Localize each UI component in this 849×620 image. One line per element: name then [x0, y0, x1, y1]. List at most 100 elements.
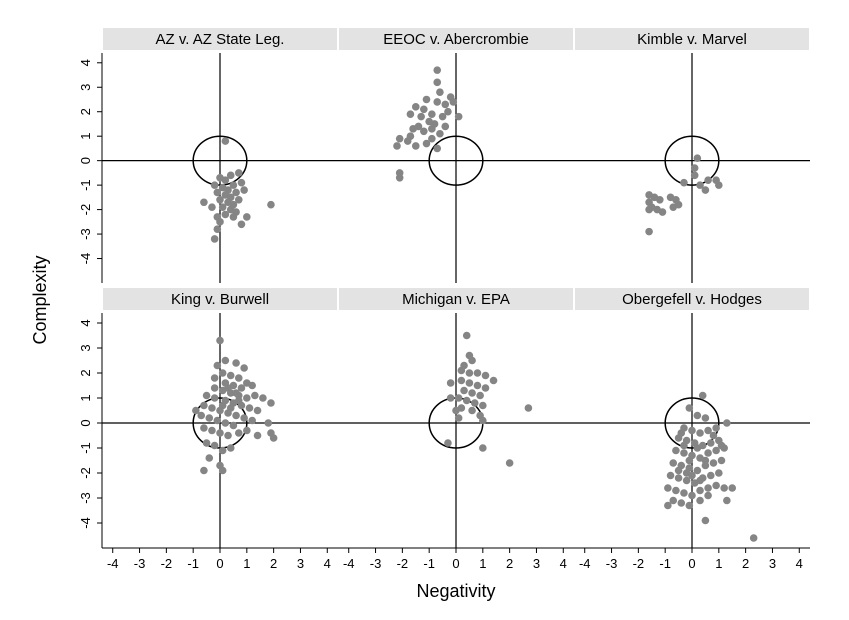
data-point [218, 369, 227, 377]
data-point [248, 381, 256, 390]
data-point [690, 171, 699, 180]
data-point [664, 501, 672, 510]
data-point [723, 419, 731, 427]
data-point [465, 369, 474, 377]
data-point [433, 98, 442, 106]
x-tick-label: 4 [560, 556, 567, 571]
data-point [253, 406, 262, 415]
data-point [205, 414, 214, 422]
panel-strip [339, 288, 573, 310]
data-point [712, 446, 720, 455]
panel-title: EEOC v. Abercrombie [383, 31, 529, 48]
data-point [210, 384, 219, 392]
data-point [267, 200, 275, 209]
data-point [240, 186, 248, 194]
data-point [200, 198, 208, 207]
data-point [685, 404, 694, 412]
x-tick-label: -4 [107, 556, 119, 571]
x-tick-label: -4 [343, 556, 355, 571]
data-point [479, 401, 487, 410]
data-point [690, 164, 699, 172]
data-point [674, 474, 683, 482]
data-point [237, 178, 246, 187]
x-tick-label: 1 [243, 556, 250, 571]
data-point [672, 446, 680, 455]
panel-title: AZ v. AZ State Leg. [156, 31, 285, 48]
data-point [723, 496, 731, 505]
data-point [216, 196, 224, 204]
data-point [457, 366, 466, 375]
data-point [224, 431, 232, 440]
y-tick-label: 2 [78, 369, 93, 376]
data-point [253, 431, 262, 440]
data-point [680, 489, 688, 497]
data-point [436, 88, 444, 96]
data-point [454, 394, 463, 402]
x-tick-label: 4 [796, 556, 803, 571]
data-point [709, 431, 718, 440]
data-point [468, 406, 476, 415]
data-point [226, 404, 235, 412]
data-point [208, 203, 216, 211]
data-point [481, 371, 490, 380]
data-point [452, 406, 460, 415]
y-tick-label: 0 [78, 157, 93, 164]
data-point [728, 484, 737, 492]
y-tick-label: -3 [78, 228, 93, 240]
data-point [715, 469, 723, 477]
x-tick-label: -2 [633, 556, 645, 571]
data-point [420, 105, 428, 114]
data-point [234, 196, 243, 204]
y-tick-label: 3 [78, 84, 93, 91]
y-tick-label: 3 [78, 344, 93, 351]
data-point [433, 144, 442, 153]
data-point [210, 181, 219, 189]
y-tick-label: -3 [78, 492, 93, 504]
data-point [698, 391, 707, 400]
data-point [706, 439, 715, 447]
data-point [669, 203, 678, 211]
data-point [460, 386, 468, 395]
data-point [693, 466, 702, 475]
data-point [462, 331, 471, 340]
data-point [210, 374, 219, 382]
data-point [232, 389, 240, 397]
data-point [267, 399, 275, 407]
data-point [417, 112, 425, 121]
data-point [422, 139, 431, 148]
x-tick-label: -4 [579, 556, 591, 571]
data-point [232, 411, 240, 420]
data-point [237, 384, 246, 392]
y-tick-label: -1 [78, 442, 93, 454]
data-point [704, 176, 712, 185]
data-point [712, 424, 720, 432]
data-point [454, 414, 463, 422]
y-tick-label: 4 [78, 319, 93, 326]
data-point [701, 186, 710, 194]
data-point [709, 459, 718, 467]
panel-strip [575, 28, 809, 50]
data-point [696, 496, 704, 505]
data-point [696, 429, 704, 437]
panel-strip [339, 28, 573, 50]
data-point [677, 429, 686, 437]
data-point [704, 426, 712, 435]
data-point [701, 456, 710, 465]
data-point [473, 369, 482, 377]
data-point [680, 178, 688, 187]
data-point [221, 210, 230, 219]
data-point [682, 476, 691, 485]
data-point [200, 466, 208, 475]
data-point [473, 381, 482, 390]
data-point [749, 534, 758, 542]
data-point [243, 394, 251, 402]
x-tick-label: 1 [715, 556, 722, 571]
data-point [221, 356, 230, 365]
data-point [200, 424, 208, 432]
data-point [224, 384, 232, 392]
data-point [259, 394, 267, 402]
data-point [666, 471, 675, 480]
data-point [414, 122, 423, 131]
data-point [269, 434, 278, 442]
